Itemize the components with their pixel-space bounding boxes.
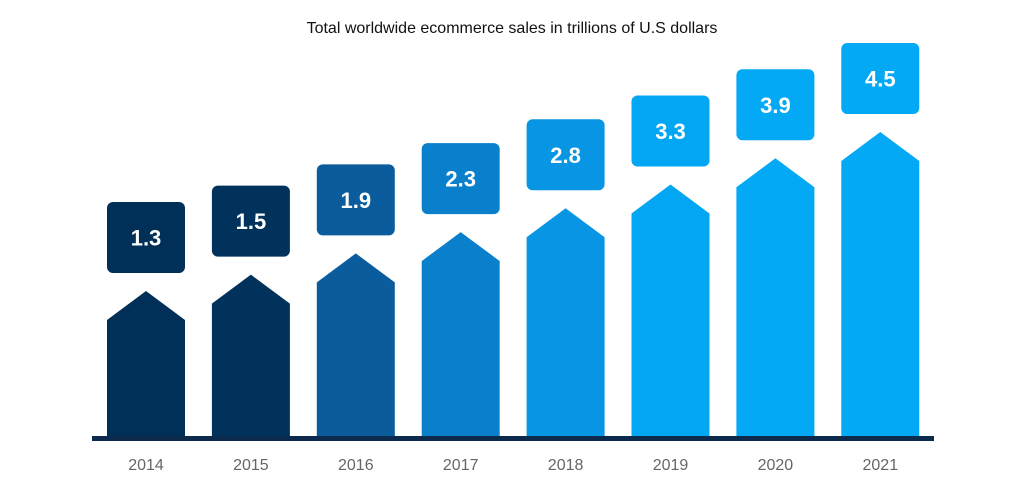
bar-2021: 4.5 2021 (841, 43, 920, 474)
bar-2015: 1.5 2015 (211, 185, 290, 474)
arrow-bar (526, 208, 605, 437)
value-label-box (841, 43, 920, 114)
arrow-bar (631, 184, 710, 437)
bar-2019: 3.3 2019 (631, 95, 710, 474)
value-label-box (421, 143, 500, 215)
data-label: 1.3 (131, 226, 162, 251)
x-axis-line (92, 436, 934, 441)
arrow-bar (421, 232, 500, 437)
bar-2017: 2.3 2017 (421, 143, 500, 474)
bar-2014: 1.3 2014 (107, 202, 185, 474)
bar-2016: 1.9 2016 (316, 164, 395, 474)
x-tick-label: 2016 (338, 457, 374, 474)
data-label: 2.8 (550, 143, 581, 168)
x-tick-label: 2017 (443, 457, 479, 474)
chart-title: Total worldwide ecommerce sales in trill… (306, 20, 718, 37)
arrow-bar (841, 132, 920, 437)
bar-2020: 3.9 2020 (736, 69, 815, 474)
data-label: 1.9 (341, 188, 372, 213)
x-tick-label: 2018 (548, 457, 584, 474)
x-tick-label: 2015 (233, 457, 269, 474)
value-label-box (107, 202, 185, 273)
x-tick-label: 2021 (863, 457, 899, 474)
value-label-box (211, 185, 290, 257)
value-label-box (316, 164, 395, 236)
x-tick-label: 2014 (128, 457, 164, 474)
value-label-box (736, 69, 815, 141)
data-label: 1.5 (236, 209, 267, 234)
x-tick-label: 2020 (758, 457, 794, 474)
data-label: 2.3 (445, 167, 476, 192)
arrow-bar (736, 158, 815, 437)
data-label: 4.5 (865, 67, 896, 92)
value-label-box (526, 119, 605, 191)
bar-2018: 2.8 2018 (526, 119, 605, 474)
x-tick-label: 2019 (653, 457, 689, 474)
value-label-box (631, 95, 710, 167)
data-label: 3.3 (655, 119, 686, 144)
arrow-bar (107, 291, 185, 437)
data-label: 3.9 (760, 93, 791, 118)
arrow-bar (211, 274, 290, 437)
arrow-bar (316, 253, 395, 437)
